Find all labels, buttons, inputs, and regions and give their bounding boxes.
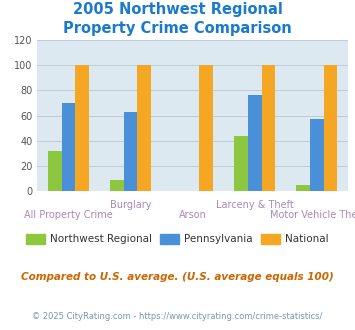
Bar: [61, 103, 75, 191]
Text: Compared to U.S. average. (U.S. average equals 100): Compared to U.S. average. (U.S. average …: [21, 272, 334, 282]
Bar: [234, 136, 248, 191]
Bar: [262, 65, 275, 191]
Text: Arson: Arson: [179, 210, 207, 220]
Text: Larceny & Theft: Larceny & Theft: [216, 200, 294, 210]
Bar: [200, 65, 213, 191]
Bar: [296, 185, 310, 191]
Legend: Northwest Regional, Pennsylvania, National: Northwest Regional, Pennsylvania, Nation…: [22, 230, 333, 248]
Bar: [248, 95, 262, 191]
Text: Burglary: Burglary: [110, 200, 151, 210]
Text: All Property Crime: All Property Crime: [24, 210, 113, 220]
Text: Motor Vehicle Theft: Motor Vehicle Theft: [269, 210, 355, 220]
Bar: [48, 151, 61, 191]
Bar: [110, 180, 124, 191]
Bar: [324, 65, 337, 191]
Text: 2005 Northwest Regional
Property Crime Comparison: 2005 Northwest Regional Property Crime C…: [63, 2, 292, 36]
Bar: [310, 119, 324, 191]
Bar: [137, 65, 151, 191]
Text: © 2025 CityRating.com - https://www.cityrating.com/crime-statistics/: © 2025 CityRating.com - https://www.city…: [32, 312, 323, 321]
Bar: [124, 112, 137, 191]
Bar: [75, 65, 89, 191]
